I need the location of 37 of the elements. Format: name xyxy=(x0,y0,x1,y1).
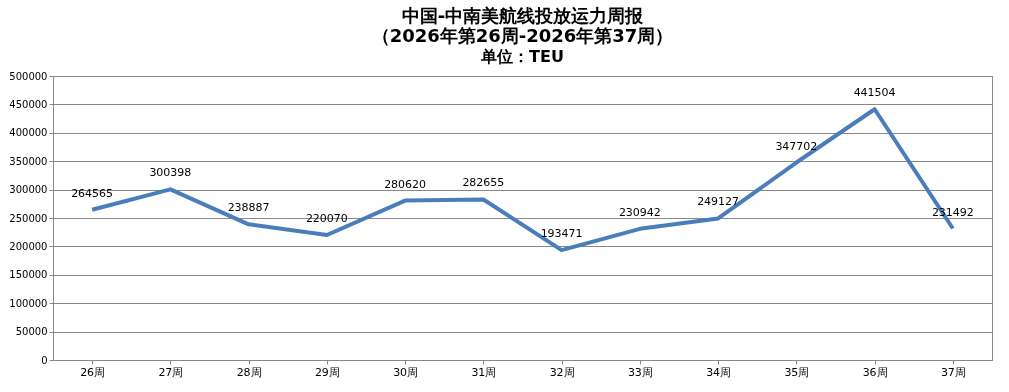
y-tick-label: 50000 xyxy=(15,326,48,338)
y-tick-label: 250000 xyxy=(9,212,48,224)
x-tick-label: 33周 xyxy=(627,365,653,379)
y-tick-label: 500000 xyxy=(9,70,48,82)
y-tick-label: 100000 xyxy=(9,297,48,309)
data-label: 230942 xyxy=(618,205,661,219)
data-label: 300398 xyxy=(149,166,192,180)
chart-subtitle: 单位：TEU xyxy=(480,47,564,66)
y-tick-label: 300000 xyxy=(9,184,48,196)
data-label: 220070 xyxy=(305,212,348,225)
y-tick-label: 0 xyxy=(41,354,48,366)
data-label: 193471 xyxy=(540,227,583,241)
x-tick-label: 30周 xyxy=(393,365,419,379)
x-tick-label: 31周 xyxy=(471,365,497,379)
data-label: 347702 xyxy=(775,139,818,153)
x-tick-label: 27周 xyxy=(158,365,184,379)
y-tick-label: 150000 xyxy=(9,269,48,281)
x-tick-label: 26周 xyxy=(80,365,106,379)
data-label: 441504 xyxy=(853,86,896,100)
data-label: 280620 xyxy=(384,177,427,191)
x-tick-label: 32周 xyxy=(549,365,575,379)
data-label: 282655 xyxy=(462,176,505,190)
text: 中国-中南美航线投放运力周报 xyxy=(401,5,644,26)
data-label: 264565 xyxy=(71,186,114,200)
text: （2026年第26周-2026年第37周） xyxy=(371,25,674,46)
y-tick-label: 350000 xyxy=(9,155,48,167)
x-tick-label: 28周 xyxy=(236,365,262,379)
x-tick-label: 29周 xyxy=(314,365,340,379)
y-tick-label: 450000 xyxy=(9,98,48,110)
data-label: 238887 xyxy=(227,201,270,215)
x-tick-label: 35周 xyxy=(784,365,810,379)
x-tick-label: 34周 xyxy=(706,365,732,379)
data-label: 249127 xyxy=(697,195,740,209)
y-tick-label: 200000 xyxy=(9,240,48,252)
x-tick-label: 36周 xyxy=(862,365,888,379)
y-tick-label: 400000 xyxy=(9,127,48,139)
x-tick-label: 37周 xyxy=(940,365,966,379)
